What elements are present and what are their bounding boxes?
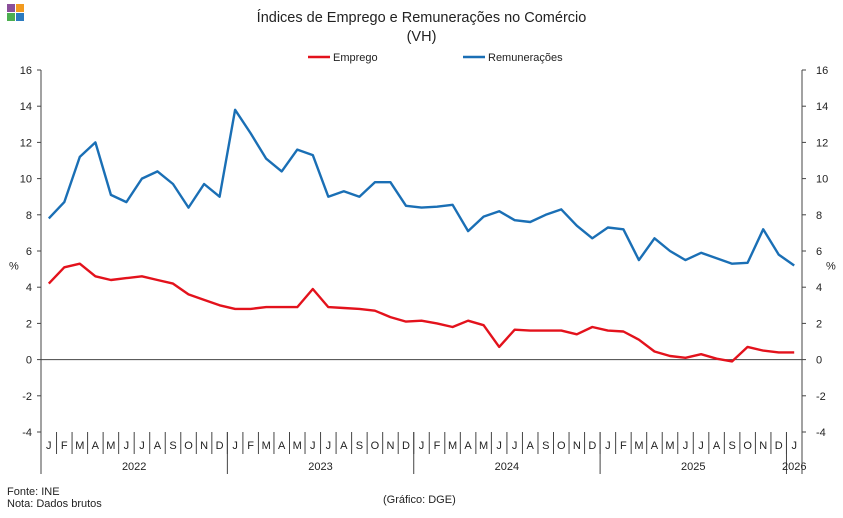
y-tick-label-left: 4 <box>26 282 32 294</box>
x-tick-label: S <box>169 440 176 452</box>
x-tick-label: J <box>683 440 689 452</box>
y-tick-label-left: 6 <box>26 246 32 258</box>
x-tick-label: J <box>512 440 518 452</box>
x-year-label: 2023 <box>308 461 332 473</box>
x-tick-label: N <box>200 440 208 452</box>
y-tick-label-right: -2 <box>816 391 826 403</box>
y-tick-label-left: 14 <box>20 101 32 113</box>
x-tick-label: J <box>791 440 797 452</box>
x-tick-label: M <box>75 440 84 452</box>
x-tick-label: M <box>634 440 643 452</box>
x-tick-label: A <box>527 440 535 452</box>
x-tick-label: A <box>154 440 162 452</box>
x-tick-label: N <box>573 440 581 452</box>
x-tick-label: O <box>184 440 193 452</box>
x-tick-label: F <box>620 440 627 452</box>
legend-emprego-label: Emprego <box>333 52 378 64</box>
y-tick-label-left: 0 <box>26 355 32 367</box>
x-tick-label: A <box>340 440 348 452</box>
y-tick-label-left: 2 <box>26 318 32 330</box>
y-tick-label-right: -4 <box>816 427 826 439</box>
y-tick-label-right: 16 <box>816 65 828 77</box>
x-tick-label: F <box>247 440 254 452</box>
x-tick-label: O <box>743 440 752 452</box>
x-tick-label: A <box>713 440 721 452</box>
y-tick-label-right: 6 <box>816 246 822 258</box>
x-tick-label: A <box>651 440 659 452</box>
chart-credit: (Gráfico: DGE) <box>383 494 456 506</box>
y-tick-label-right: 0 <box>816 355 822 367</box>
x-tick-label: F <box>434 440 441 452</box>
x-tick-label: D <box>588 440 596 452</box>
x-tick-label: S <box>728 440 735 452</box>
x-tick-label: A <box>464 440 472 452</box>
x-tick-label: M <box>293 440 302 452</box>
x-tick-label: O <box>557 440 566 452</box>
source-note: Fonte: INE <box>7 486 60 498</box>
x-tick-label: J <box>232 440 238 452</box>
y-tick-label-right: 4 <box>816 282 822 294</box>
y-tick-label-left: -4 <box>22 427 32 439</box>
x-tick-label: M <box>106 440 115 452</box>
dge-logo <box>7 4 25 22</box>
x-tick-label: O <box>371 440 380 452</box>
x-tick-label: J <box>698 440 704 452</box>
chart-title: Índices de Emprego e Remunerações no Com… <box>256 10 587 26</box>
series-line-emprego <box>47 262 795 363</box>
x-tick-label: J <box>419 440 425 452</box>
x-tick-label: M <box>665 440 674 452</box>
y-tick-label-left: 16 <box>20 65 32 77</box>
y-axis-label-right: % <box>826 260 836 272</box>
x-tick-label: M <box>479 440 488 452</box>
x-tick-label: J <box>326 440 332 452</box>
chart-subtitle: (VH) <box>406 29 437 45</box>
x-tick-label: J <box>496 440 502 452</box>
y-tick-label-left: 10 <box>20 174 32 186</box>
y-tick-label-right: 14 <box>816 101 828 113</box>
y-tick-label-right: 2 <box>816 318 822 330</box>
x-tick-label: M <box>448 440 457 452</box>
x-tick-label: M <box>262 440 271 452</box>
x-tick-label: S <box>542 440 549 452</box>
x-tick-label: J <box>46 440 52 452</box>
x-tick-label: D <box>775 440 783 452</box>
y-tick-label-left: -2 <box>22 391 32 403</box>
x-tick-label: A <box>278 440 286 452</box>
x-year-label: 2024 <box>495 461 519 473</box>
x-tick-label: D <box>402 440 410 452</box>
legend-remuneracoes-label: Remunerações <box>488 52 563 64</box>
x-tick-label: J <box>139 440 145 452</box>
series-line-remuneracoes <box>47 108 795 267</box>
x-tick-label: A <box>92 440 100 452</box>
x-year-label: 2026 <box>782 461 806 473</box>
y-tick-label-left: 8 <box>26 210 32 222</box>
y-tick-label-right: 12 <box>816 137 828 149</box>
y-tick-label-left: 12 <box>20 137 32 149</box>
y-axis-label-left: % <box>9 260 19 272</box>
x-tick-label: D <box>216 440 224 452</box>
y-tick-label-right: 8 <box>816 210 822 222</box>
x-year-label: 2022 <box>122 461 146 473</box>
y-tick-label-right: 10 <box>816 174 828 186</box>
x-tick-label: S <box>356 440 363 452</box>
data-note: Nota: Dados brutos <box>7 498 102 510</box>
x-tick-label: N <box>386 440 394 452</box>
x-tick-label: N <box>759 440 767 452</box>
x-tick-label: J <box>310 440 316 452</box>
x-year-label: 2025 <box>681 461 705 473</box>
x-tick-label: J <box>124 440 130 452</box>
x-tick-label: F <box>61 440 68 452</box>
x-tick-label: J <box>605 440 611 452</box>
